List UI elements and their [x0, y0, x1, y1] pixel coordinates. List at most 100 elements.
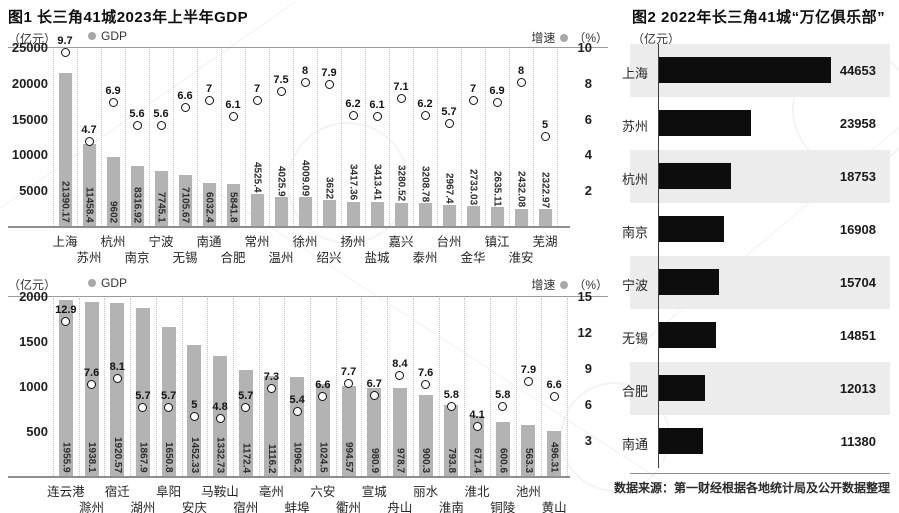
growth-point: [87, 380, 97, 390]
gdp-value-label: 1116.2: [265, 443, 277, 473]
gdp-value-label: 1332.73: [214, 436, 226, 473]
gdp-bar: [370, 201, 384, 226]
city-label: 铜陵: [490, 501, 516, 513]
city-label: 扬州: [340, 235, 366, 249]
grid-line-vertical: [438, 298, 440, 476]
gdp-value-label: 1024.5: [317, 442, 329, 473]
growth-value-label: 12.9: [55, 303, 77, 316]
gdp-value-label: 4009.09: [299, 160, 311, 197]
growth-value-label: 7.5: [273, 74, 289, 87]
grid-line-vertical: [557, 49, 558, 226]
gdp-bar: [161, 327, 176, 476]
gdp-value-label: 2432.08: [515, 171, 527, 208]
growth-value-label: 5.4: [289, 393, 305, 406]
gdp-bar: [110, 303, 125, 476]
x-axis-line: [8, 226, 570, 228]
club-value-label: 12013: [839, 381, 876, 396]
growth-value-label: 7.3: [263, 370, 280, 383]
growth-point: [156, 121, 166, 131]
plot-top-rule: [8, 296, 608, 297]
club-city-label: 南通: [621, 437, 648, 452]
gdp-value-label: 1938.1: [86, 442, 98, 473]
gdp-value-label: 5841.8: [227, 192, 239, 223]
gdp-bar: [226, 184, 240, 226]
gdp-value-label: 671.4: [471, 447, 483, 473]
grid-line-vertical: [341, 49, 342, 226]
gdp-bar: [466, 206, 480, 226]
city-label: 淮安: [508, 251, 534, 265]
growth-value-label: 7.7: [340, 366, 357, 379]
city-label: 金华: [460, 251, 486, 265]
y-axis-tick-left: 5000: [19, 183, 48, 199]
gdp-bar: [346, 201, 360, 226]
growth-value-label: 4.1: [469, 409, 485, 422]
growth-point: [444, 119, 454, 129]
grid-line-vertical: [387, 298, 389, 476]
gdp-value-label: 3413.41: [371, 164, 383, 201]
city-label: 南通: [196, 235, 222, 249]
y-axis-tick-right: 15: [577, 289, 592, 304]
growth-value-label: 7: [253, 83, 261, 96]
growth-value-label: 6.6: [546, 379, 562, 392]
grid-line-vertical: [101, 49, 102, 226]
growth-point: [446, 401, 456, 411]
grid-line-vertical: [412, 298, 414, 476]
growth-value-label: 6.1: [369, 99, 385, 112]
grid-line-vertical: [245, 49, 246, 226]
gdp-value-label: 3208.78: [419, 165, 431, 203]
gdp-bar: [521, 425, 536, 476]
city-label: 湖州: [130, 501, 156, 513]
figure2-title: 图2 2022年长三角41城“万亿俱乐部”: [632, 9, 886, 26]
growth-value-label: 5: [541, 119, 549, 131]
growth-point: [228, 112, 238, 122]
gdp-bar: [470, 415, 485, 476]
gdp-bar: [58, 299, 73, 476]
club-bar: [659, 110, 751, 136]
gdp-value-label: 2733.03: [467, 169, 479, 206]
gdp-value-label: 2322.97: [539, 172, 551, 209]
gdp-value-label: 1920.57: [111, 436, 123, 473]
y-axis-tick-right: 10: [577, 40, 592, 55]
growth-legend-label: 增速: [531, 278, 556, 292]
city-label: 苏州: [76, 251, 102, 265]
y-axis-tick-right: 9: [584, 361, 592, 376]
gdp-value-label: 496.31: [548, 442, 560, 473]
gdp-bar: [495, 421, 510, 476]
grid-line-vertical: [197, 49, 198, 226]
growth-point: [516, 78, 526, 88]
growth-point: [292, 406, 302, 416]
growth-value-label: 6.2: [345, 97, 361, 110]
gdp-value-label: 1172.4: [240, 442, 252, 473]
club-value-label: 18753: [839, 169, 876, 184]
gdp-bar: [442, 204, 456, 226]
growth-unit-label: （%）: [573, 31, 608, 45]
growth-value-label: 5.7: [441, 106, 457, 119]
grid-line-vertical: [437, 49, 438, 226]
city-label: 六安: [310, 485, 336, 499]
y-axis-tick-right: 6: [584, 397, 592, 412]
growth-point: [498, 401, 508, 411]
city-label: 绍兴: [316, 251, 342, 265]
city-label: 上海: [52, 235, 78, 249]
growth-value-label: 8: [517, 65, 525, 78]
gdp-bar: [238, 370, 253, 476]
grid-line-vertical: [489, 298, 491, 476]
gdp-bar: [315, 383, 330, 476]
figure1-unit-label-bottom: （亿元）: [8, 278, 57, 292]
growth-value-label: 7.9: [520, 363, 537, 376]
gdp-bar: [392, 387, 407, 476]
city-label: 淮北: [464, 485, 490, 499]
gdp-value-label: 600.6: [497, 447, 509, 473]
figure1-unit-label-top: （亿元）: [8, 32, 57, 46]
club-city-label: 无锡: [621, 331, 648, 346]
gdp-bar: [444, 404, 459, 476]
gdp-value-label: 4025.9: [275, 165, 287, 197]
grid-line-vertical: [541, 298, 543, 476]
y-axis-tick-right: 3: [584, 433, 592, 448]
y-axis-tick-left: 2000: [19, 289, 48, 304]
growth-point: [468, 96, 478, 106]
grid-line-vertical: [173, 49, 174, 226]
city-label: 徐州: [292, 235, 318, 249]
city-label: 盐城: [364, 251, 390, 265]
grid-line-vertical: [413, 49, 414, 226]
